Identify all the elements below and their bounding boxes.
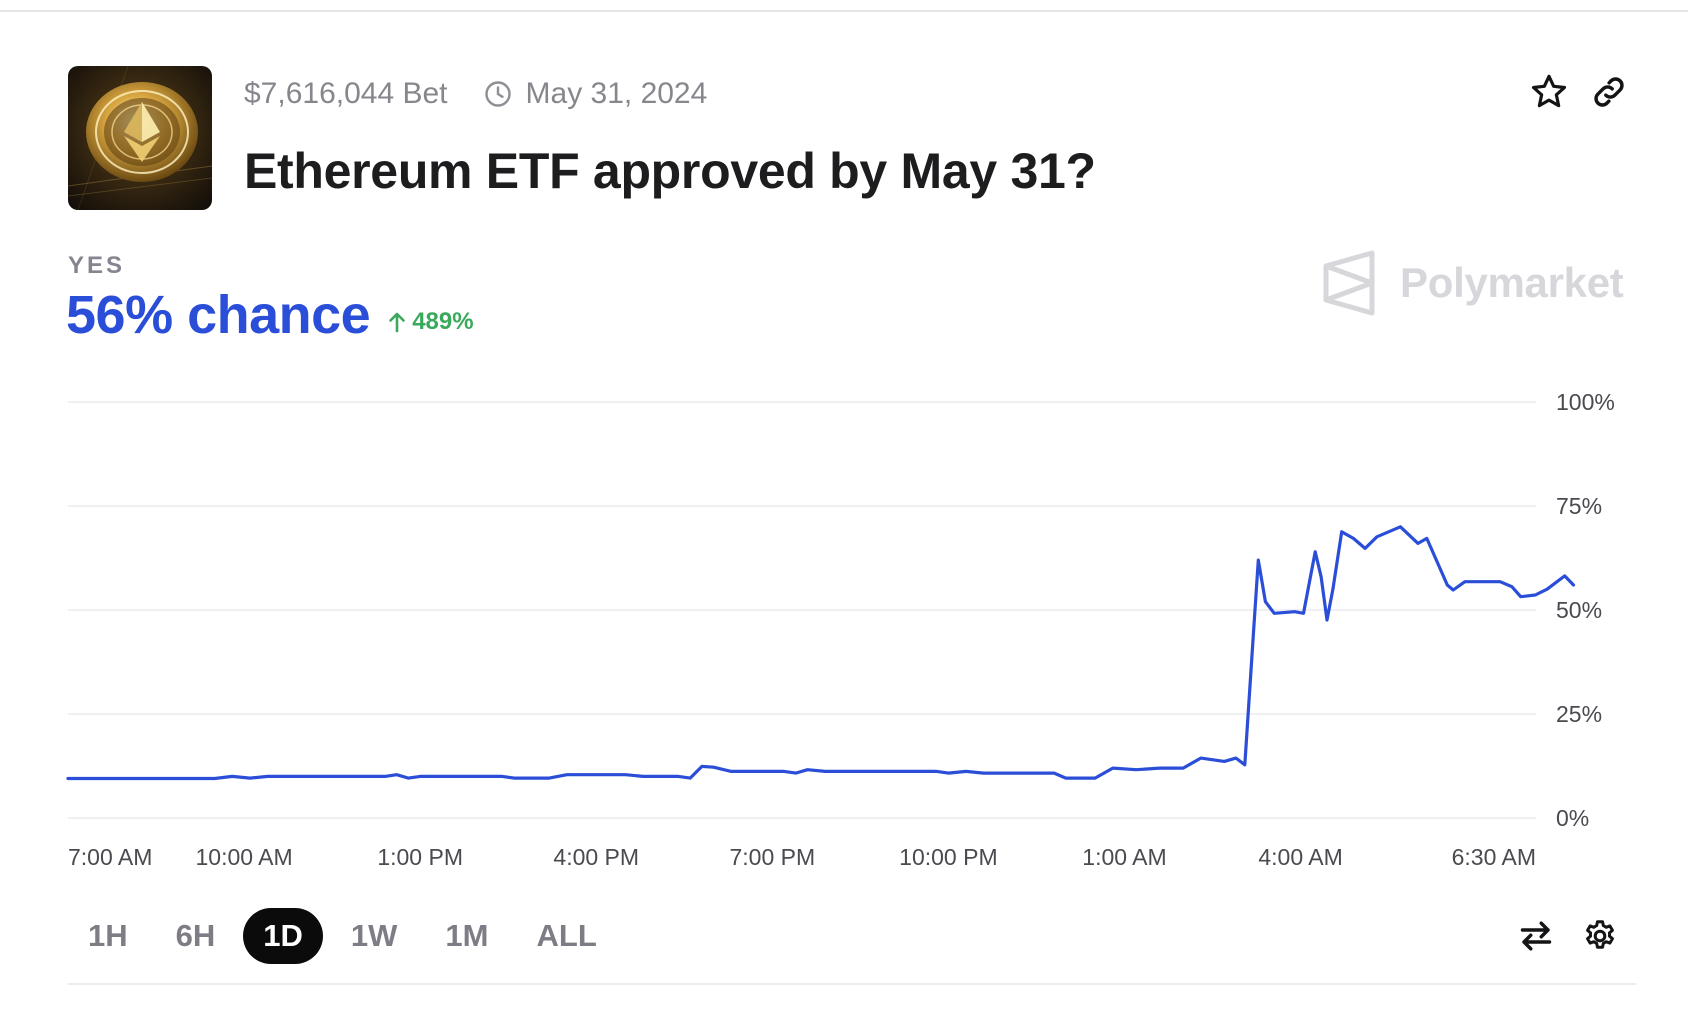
chance-change-value: 489% — [412, 308, 474, 335]
range-button-1d[interactable]: 1D — [243, 908, 323, 964]
top-divider — [0, 10, 1688, 12]
range-button-1w[interactable]: 1W — [350, 918, 398, 953]
clock-icon — [484, 80, 512, 108]
market-end-date: May 31, 2024 — [525, 77, 708, 110]
gear-icon — [1586, 920, 1614, 949]
outcome-label: YES — [68, 252, 126, 279]
swap-outcome-button[interactable] — [1511, 911, 1561, 961]
range-button-1h[interactable]: 1H — [88, 918, 128, 953]
polymarket-logo-icon — [1323, 250, 1375, 316]
range-button-1m[interactable]: 1M — [445, 918, 489, 953]
market-thumbnail-image — [68, 66, 212, 210]
y-tick-label: 0% — [1556, 805, 1589, 831]
range-button-all[interactable]: ALL — [536, 918, 597, 953]
chance-value: 56% chance — [66, 285, 371, 345]
market-volume: $7,616,044 Bet — [244, 77, 448, 110]
x-tick-label: 1:00 AM — [1082, 844, 1166, 870]
x-tick-label: 7:00 PM — [729, 844, 815, 870]
link-icon — [1594, 77, 1624, 107]
x-tick-label: 1:00 PM — [377, 844, 463, 870]
series-line-yes — [66, 525, 1576, 781]
y-tick-label: 100% — [1556, 389, 1615, 415]
bottom-divider — [68, 983, 1636, 985]
arrow-up-icon — [389, 312, 405, 333]
chance-change: 489% — [388, 308, 474, 336]
x-tick-label: 4:00 AM — [1258, 844, 1342, 870]
chart-settings-button[interactable] — [1575, 911, 1625, 961]
market-meta: $7,616,044 Bet May 31, 2024 — [244, 74, 707, 114]
brand-name: Polymarket — [1400, 259, 1624, 306]
x-tick-label: 10:00 PM — [899, 844, 997, 870]
x-tick-label: 7:00 AM — [68, 844, 152, 870]
market-title: Ethereum ETF approved by May 31? — [244, 143, 1096, 199]
x-tick-label: 10:00 AM — [195, 844, 292, 870]
polymarket-watermark: Polymarket — [1322, 250, 1624, 316]
star-icon — [1531, 74, 1567, 108]
y-tick-label: 75% — [1556, 493, 1602, 519]
time-range-selector: 1H 6H 1D 1W 1M ALL — [68, 908, 625, 964]
copy-link-button[interactable] — [1584, 67, 1634, 117]
x-tick-label: 6:30 AM — [1452, 844, 1536, 870]
y-tick-label: 50% — [1556, 597, 1602, 623]
range-button-6h[interactable]: 6H — [175, 918, 216, 953]
y-tick-label: 25% — [1556, 701, 1602, 727]
swap-arrows-icon — [1520, 921, 1552, 951]
x-tick-label: 4:00 PM — [553, 844, 639, 870]
chance-display: 56% chance 489% — [66, 284, 474, 346]
favorite-button[interactable] — [1524, 67, 1574, 117]
